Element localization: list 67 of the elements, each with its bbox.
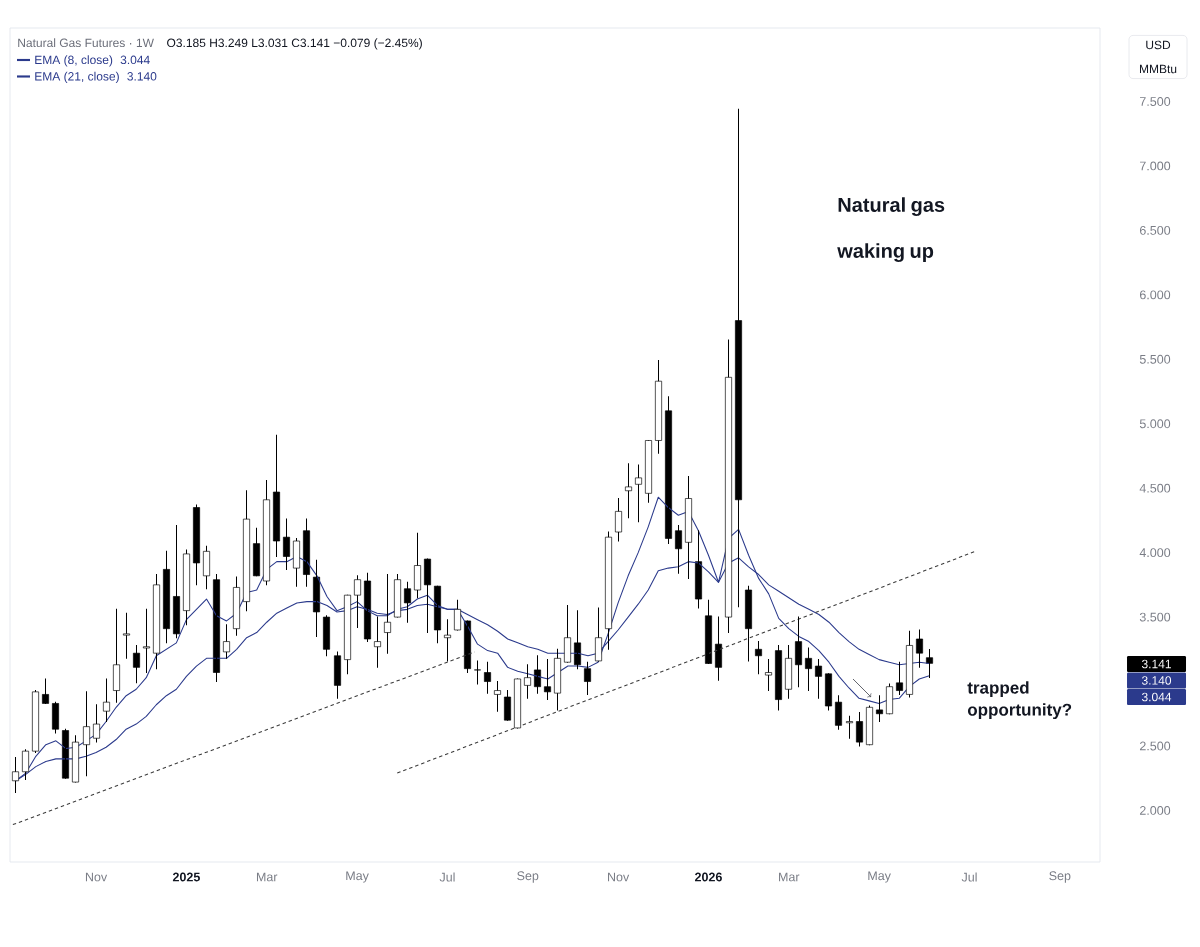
candlestick: [354, 575, 361, 628]
x-tick-label: 2025: [172, 872, 200, 882]
y-tick-label: 4.000: [1139, 548, 1171, 558]
x-tick-label: May: [346, 871, 369, 883]
x-tick-label: Jul: [439, 872, 455, 882]
x-tick-label: Mar: [256, 872, 278, 882]
candlestick: [93, 704, 100, 743]
y-tick-label: 2.000: [1139, 806, 1171, 815]
y-tick-label: 3.500: [1139, 612, 1171, 622]
candlestick: [484, 661, 491, 694]
y-tick-label: 7.000: [1140, 161, 1171, 171]
candlestick: [123, 612, 130, 659]
candlestick: [374, 616, 381, 668]
y-tick-label: 5.500: [1139, 354, 1171, 364]
candlestick: [22, 749, 29, 780]
candlestick: [615, 497, 622, 542]
x-tick-label: Jul: [961, 872, 977, 882]
x-tick-label: 2026: [694, 872, 722, 882]
x-tick-label: Mar: [779, 872, 800, 882]
candlestick: [444, 619, 451, 662]
candlestick: [504, 690, 511, 721]
candlestick: [765, 659, 772, 692]
candlestick: [896, 661, 903, 695]
candlestick: [42, 678, 49, 704]
y-tick-label: 2.500: [1139, 741, 1171, 751]
legend-label: EMA (8, close): [35, 55, 113, 67]
x-tick-label: Sep: [517, 871, 539, 883]
candlestick: [544, 659, 551, 701]
text: O3.185 H3.249 L3.031 C3.141 −0.079 (−2.45%): [167, 38, 422, 50]
candlestick: [83, 691, 90, 777]
x-tick-label: May: [868, 871, 891, 883]
text: 3.140: [1141, 676, 1172, 685]
candlestick: [12, 757, 19, 793]
annotation: trapped opportunity?: [967, 681, 1072, 720]
x-tick-label: Sep: [1049, 871, 1071, 883]
annotation: 3.044: [120, 55, 150, 65]
candlestick: [103, 678, 110, 722]
y-tick-label: 4.500: [1139, 483, 1171, 493]
candlestick: [635, 464, 642, 523]
text: Natural Gas Futures · 1W: [18, 38, 154, 48]
candlestick: [143, 608, 150, 674]
candlestick: [223, 624, 230, 659]
y-tick-label: 6.000: [1139, 290, 1171, 300]
candlestick: [494, 681, 501, 712]
candlestick: [384, 574, 391, 654]
candlestick: [916, 629, 923, 668]
candlestick: [524, 664, 531, 699]
y-tick-label: 5.000: [1139, 419, 1171, 429]
candlestick: [404, 581, 411, 623]
x-tick-label: Nov: [608, 872, 630, 882]
text: Natural gas waking up: [837, 197, 945, 262]
candlestick: [846, 715, 853, 739]
candlestick: [815, 659, 822, 699]
annotation: 3.140: [127, 72, 157, 81]
candlestick: [595, 607, 602, 662]
candlestick: [625, 463, 632, 519]
text: 3.141: [1141, 659, 1171, 669]
x-tick-label: Nov: [85, 872, 108, 882]
y-tick-label: 6.500: [1139, 225, 1171, 235]
candlestick: [876, 695, 883, 722]
y-tick-label: 7.500: [1140, 97, 1171, 106]
text: USD MMBtu: [1139, 40, 1177, 74]
legend-label: EMA (21, close): [35, 71, 119, 83]
candlestick: [454, 599, 461, 631]
candlestick: [474, 660, 481, 685]
text: 3.044: [1141, 692, 1172, 702]
candlestick: [424, 558, 431, 634]
